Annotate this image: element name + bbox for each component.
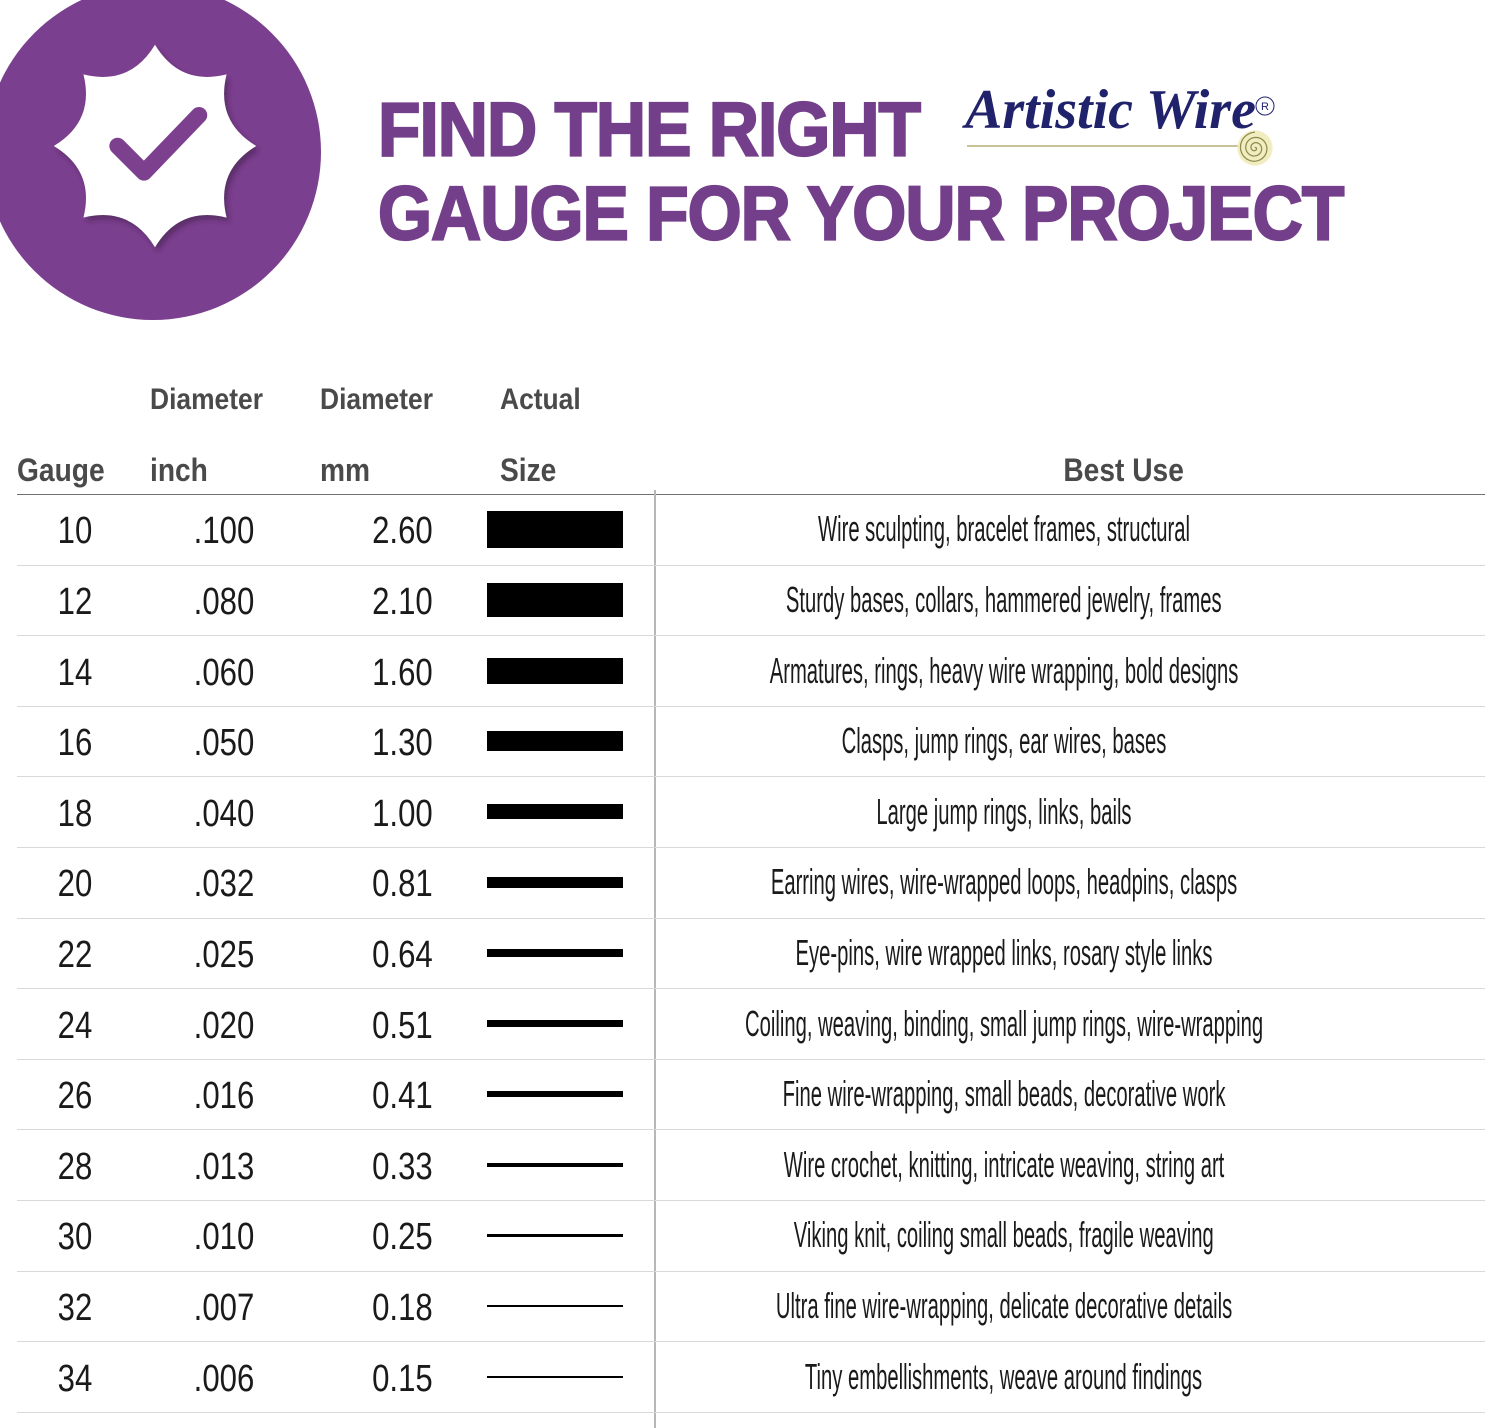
svg-text:R: R xyxy=(1261,101,1269,113)
